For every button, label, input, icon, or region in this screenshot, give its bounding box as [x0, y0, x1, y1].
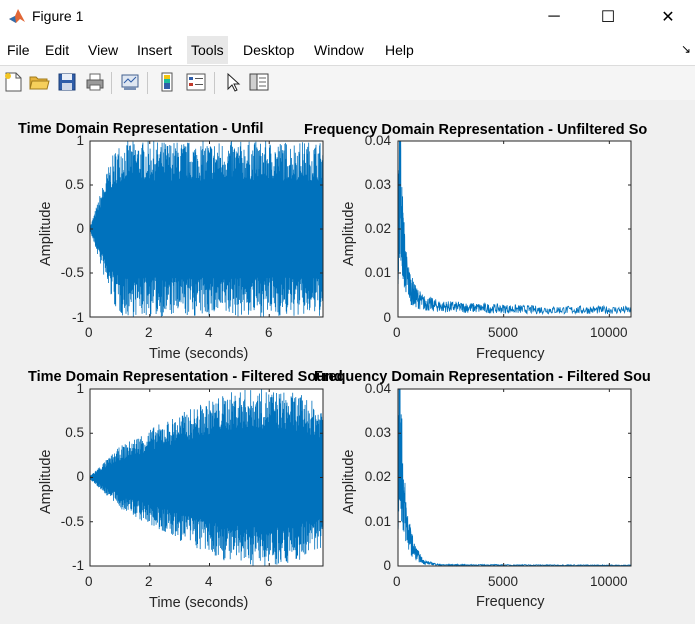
y-tick-label: -1 [71, 558, 84, 573]
signal-line [89, 389, 324, 566]
y-tick-label: 1 [76, 381, 84, 396]
matlab-logo-icon [9, 9, 25, 23]
plot-title: Time Domain Representation - Filtered So… [28, 369, 343, 385]
y-tick-label: 0 [76, 221, 84, 236]
dock-arrow-icon[interactable]: ↘ [680, 42, 691, 56]
y-tick-label: 0.02 [364, 221, 391, 236]
y-tick-label: 0.04 [364, 381, 391, 396]
y-tick-label: 0.01 [364, 265, 391, 280]
menu-window[interactable]: Window [314, 42, 364, 58]
menu-desktop[interactable]: Desktop [243, 42, 295, 58]
menu-edit[interactable]: Edit [45, 42, 70, 58]
toolbar-separator [214, 72, 215, 94]
close-button[interactable]: ✕ [661, 9, 675, 26]
plot-title: Frequency Domain Representation - Unfilt… [304, 122, 648, 138]
x-tick-label: 5000 [488, 574, 519, 589]
legend-icon[interactable] [185, 71, 207, 93]
menu-insert[interactable]: Insert [137, 42, 173, 58]
signal-line [397, 388, 632, 567]
open-file-icon[interactable] [28, 71, 50, 93]
colorbar-icon[interactable] [157, 71, 179, 93]
x-tick-label: 10000 [590, 574, 628, 589]
x-tick-label: 0 [393, 325, 401, 340]
plot-area [398, 389, 631, 566]
plot-title: Frequency Domain Representation - Filter… [314, 369, 651, 385]
menu-bar: File Edit View Insert Tools Desktop Wind… [0, 34, 695, 65]
menu-file[interactable]: File [7, 42, 30, 58]
plot-area [398, 141, 631, 317]
window-title: Figure 1 [32, 8, 84, 24]
toolbar-separator [111, 72, 112, 94]
y-tick-label: -0.5 [60, 514, 84, 529]
pointer-icon[interactable] [222, 71, 244, 93]
y-tick-label: 1 [76, 133, 84, 148]
y-tick-label: 0 [383, 310, 391, 325]
x-tick-label: 6 [265, 574, 273, 589]
link-plot-icon[interactable] [119, 71, 141, 93]
x-tick-label: 0 [393, 574, 401, 589]
x-axis-label: Time (seconds) [149, 346, 249, 362]
save-icon[interactable] [56, 71, 78, 93]
y-tick-label: 0.01 [364, 514, 391, 529]
x-tick-label: 4 [205, 574, 213, 589]
new-figure-icon[interactable] [2, 71, 24, 93]
y-tick-label: -0.5 [60, 265, 84, 280]
x-tick-label: 10000 [590, 325, 628, 340]
y-tick-label: 0.5 [65, 177, 84, 192]
menu-help[interactable]: Help [385, 42, 414, 58]
y-tick-label: 0 [76, 469, 84, 484]
maximize-button[interactable]: ☐ [600, 9, 616, 26]
x-axis-label: Frequency [476, 346, 545, 362]
title-bar: Figure 1 ─ ☐ ✕ [0, 0, 695, 34]
x-tick-label: 2 [145, 325, 153, 340]
x-axis-label: Frequency [476, 594, 545, 610]
property-inspector-icon[interactable] [248, 71, 270, 93]
y-tick-label: 0.02 [364, 469, 391, 484]
toolbar-separator [147, 72, 148, 94]
signal-line [89, 141, 324, 317]
plot-title: Time Domain Representation - Unfil [18, 121, 264, 137]
x-tick-label: 5000 [488, 325, 519, 340]
minimize-button[interactable]: ─ [548, 8, 560, 25]
x-axis-label: Time (seconds) [149, 595, 249, 611]
x-tick-label: 2 [145, 574, 153, 589]
signal-line [397, 140, 632, 316]
x-tick-label: 6 [265, 325, 273, 340]
x-tick-label: 0 [85, 325, 93, 340]
y-tick-label: 0.5 [65, 425, 84, 440]
y-tick-label: 0.03 [364, 425, 391, 440]
x-tick-label: 4 [205, 325, 213, 340]
print-icon[interactable] [84, 71, 106, 93]
x-tick-label: 0 [85, 574, 93, 589]
menu-tools[interactable]: Tools [187, 36, 228, 64]
y-tick-label: 0 [383, 558, 391, 573]
y-tick-label: 0.04 [364, 133, 391, 148]
y-tick-label: -1 [71, 310, 84, 325]
y-tick-label: 0.03 [364, 177, 391, 192]
menu-view[interactable]: View [88, 42, 119, 58]
